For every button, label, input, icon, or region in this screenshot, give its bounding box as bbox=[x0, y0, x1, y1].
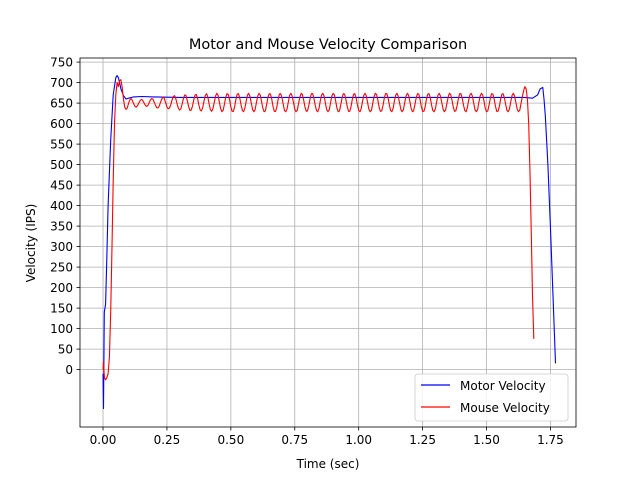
y-tick-label: 50 bbox=[58, 342, 73, 356]
x-axis-label: Time (sec) bbox=[296, 457, 360, 471]
chart-title: Motor and Mouse Velocity Comparison bbox=[189, 37, 467, 53]
y-tick-label: 0 bbox=[65, 363, 73, 377]
y-tick-label: 100 bbox=[50, 322, 73, 336]
x-tick-label: 0.50 bbox=[217, 433, 244, 447]
y-tick-label: 450 bbox=[50, 178, 73, 192]
x-tick-label: 1.75 bbox=[537, 433, 564, 447]
y-tick-label: 400 bbox=[50, 199, 73, 213]
legend-label-motor-velocity: Motor Velocity bbox=[460, 379, 546, 393]
y-tick-label: 600 bbox=[50, 117, 73, 131]
y-tick-label: 750 bbox=[50, 55, 73, 69]
y-tick-label: 650 bbox=[50, 96, 73, 110]
x-tick-label: 1.50 bbox=[473, 433, 500, 447]
x-tick-label: 0.00 bbox=[90, 433, 117, 447]
y-tick-label: 700 bbox=[50, 76, 73, 90]
y-tick-label: 350 bbox=[50, 219, 73, 233]
x-tick-label: 0.25 bbox=[154, 433, 181, 447]
y-tick-label: 150 bbox=[50, 301, 73, 315]
legend: Motor Velocity Mouse Velocity bbox=[415, 374, 568, 421]
y-tick-label: 300 bbox=[50, 240, 73, 254]
x-tick-label: 0.75 bbox=[281, 433, 308, 447]
legend-label-mouse-velocity: Mouse Velocity bbox=[460, 401, 550, 415]
y-tick-label: 550 bbox=[50, 137, 73, 151]
x-tick-label: 1.00 bbox=[345, 433, 372, 447]
x-tick-label: 1.25 bbox=[409, 433, 436, 447]
y-tick-label: 250 bbox=[50, 260, 73, 274]
y-axis-label: Velocity (IPS) bbox=[24, 204, 38, 283]
y-tick-label: 500 bbox=[50, 158, 73, 172]
y-tick-label: 200 bbox=[50, 281, 73, 295]
